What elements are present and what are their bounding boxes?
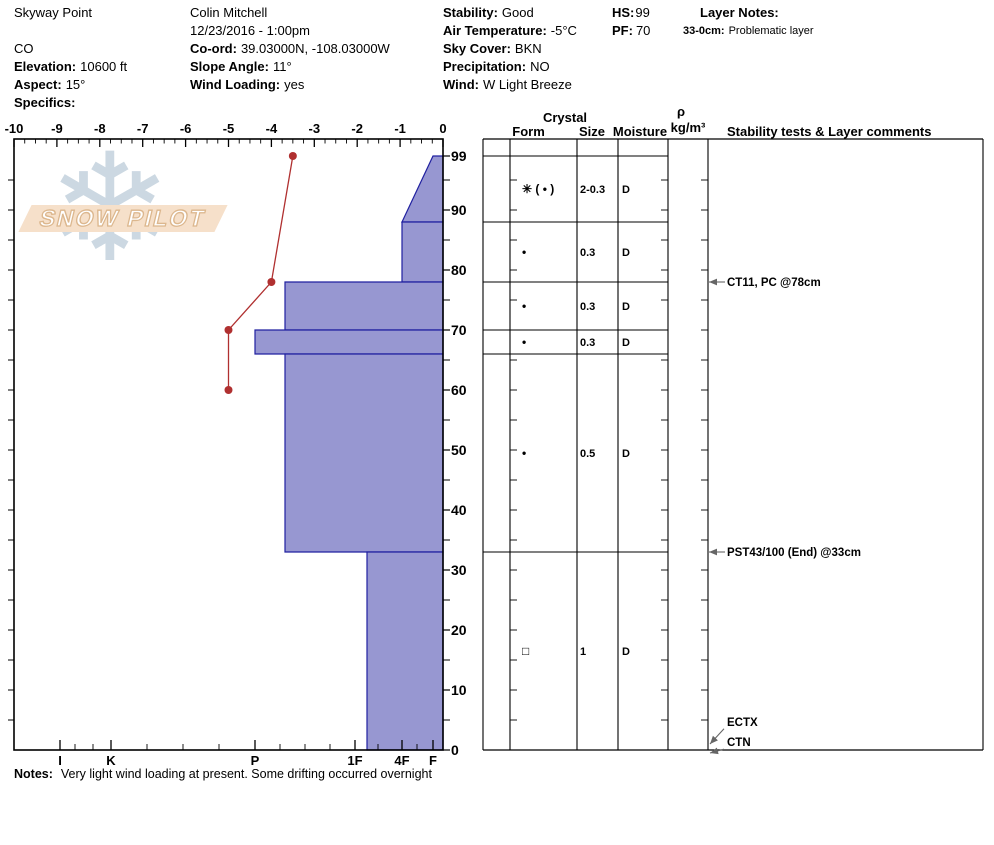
svg-text:50: 50 — [451, 442, 467, 458]
svg-text:0.3: 0.3 — [580, 247, 595, 259]
density-rho-header: ρ — [676, 104, 686, 119]
svg-text:-2: -2 — [351, 121, 363, 136]
stability-comments: CT11, PC @78cm PST43/100 (End) @33cm ECTX C… — [709, 277, 861, 755]
svg-text:70: 70 — [451, 322, 467, 338]
site-aspect: Aspect: 15° — [14, 77, 86, 92]
observation-date: 12/23/2016 - 1:00pm — [190, 23, 310, 38]
svg-text:-7: -7 — [137, 121, 149, 136]
layer-bar — [366, 551, 444, 751]
stability: Stability: Good — [443, 5, 534, 20]
svg-text:-4: -4 — [266, 121, 278, 136]
layer-bar — [284, 353, 444, 553]
observer-name: Colin Mitchell — [190, 5, 268, 20]
snowpilot-watermark: ❄ SNOW PILOT — [18, 134, 228, 300]
svg-text:0: 0 — [451, 742, 459, 758]
svg-text:-3: -3 — [309, 121, 321, 136]
footer-notes: Notes: Very light wind loading at present… — [14, 767, 432, 781]
layer-bar — [401, 155, 444, 223]
svg-text:K: K — [106, 753, 116, 768]
svg-text:40: 40 — [451, 502, 467, 518]
svg-text:•: • — [522, 335, 526, 349]
hardness-bars — [254, 155, 444, 751]
svg-text:D: D — [622, 646, 630, 658]
svg-text:•: • — [522, 299, 526, 313]
svg-text:80: 80 — [451, 262, 467, 278]
layer-bar — [284, 281, 444, 331]
svg-text:2-0.3: 2-0.3 — [580, 184, 605, 196]
form-header: Form — [512, 124, 545, 139]
svg-text:10: 10 — [451, 682, 467, 698]
snow-height-hs: HS:99 — [612, 5, 650, 20]
svg-text:60: 60 — [451, 382, 467, 398]
svg-text:PST43/100 (End) @33cm: PST43/100 (End) @33cm — [727, 547, 861, 559]
moisture-header: Moisture — [612, 124, 668, 139]
wind-loading: Wind Loading: yes — [190, 77, 305, 92]
svg-text:I: I — [58, 753, 62, 768]
air-temperature: Air Temperature: -5°C — [443, 23, 577, 38]
svg-text:4F: 4F — [394, 753, 409, 768]
svg-text:-9: -9 — [51, 121, 63, 136]
svg-text:0.3: 0.3 — [580, 301, 595, 313]
temp-point — [224, 326, 233, 334]
layer-notes-title: Layer Notes: — [700, 5, 779, 20]
svg-text:90: 90 — [451, 202, 467, 218]
svg-text:20: 20 — [451, 622, 467, 638]
crystal-header: Crystal — [542, 110, 588, 125]
svg-text:D: D — [622, 247, 630, 259]
svg-text:D: D — [622, 184, 630, 196]
svg-text:D: D — [622, 301, 630, 313]
svg-text:30: 30 — [451, 562, 467, 578]
site-elevation: Elevation: 10600 ft — [14, 59, 128, 74]
svg-text:D: D — [622, 337, 630, 349]
density-units: kg/m³ — [670, 120, 706, 135]
svg-text:-10: -10 — [5, 121, 24, 136]
svg-text:-1: -1 — [394, 121, 406, 136]
slope-angle: Slope Angle: 11° — [190, 59, 292, 74]
size-header: Size — [578, 124, 605, 139]
svg-text:99: 99 — [451, 148, 467, 164]
site-specifics: Specifics: — [14, 95, 76, 110]
temp-point — [288, 152, 297, 160]
temp-point — [224, 386, 233, 394]
pit-foot-pf: PF: 70 — [612, 23, 651, 38]
svg-text:0.3: 0.3 — [580, 337, 595, 349]
svg-text:D: D — [622, 448, 630, 460]
notes-text: Very light wind loading at present. Some… — [60, 767, 432, 781]
site-state: CO — [14, 41, 34, 56]
wind: Wind: W Light Breeze — [443, 77, 572, 92]
svg-text:-6: -6 — [180, 121, 192, 136]
comments-header: Stability tests & Layer comments — [727, 124, 932, 139]
svg-text:-8: -8 — [94, 121, 106, 136]
svg-text:P: P — [251, 753, 260, 768]
svg-text:✳ ( • ): ✳ ( • ) — [522, 182, 554, 196]
svg-text:1F: 1F — [347, 753, 362, 768]
temperature-profile — [224, 152, 297, 394]
svg-text:-5: -5 — [223, 121, 235, 136]
precipitation: Precipitation: NO — [443, 59, 550, 74]
coordinates: Co-ord: 39.03000N, -108.03000W — [190, 41, 390, 56]
layer-bar — [401, 221, 444, 283]
svg-text:0: 0 — [439, 121, 446, 136]
svg-text:1: 1 — [580, 646, 586, 658]
sky-cover: Sky Cover: BKN — [443, 41, 542, 56]
svg-text:□: □ — [522, 644, 529, 658]
notes-label: Notes: — [14, 767, 53, 781]
svg-text:ECTX: ECTX — [727, 717, 758, 729]
layer-note-item: 33-0cm: Problematic layer — [683, 25, 814, 37]
layer-bar — [254, 329, 444, 355]
layer-table-grid: ✳ ( • ) 2-0.3 D • 0.3 D • 0.3 D • 0.3 D • 0.5 D □ 1 D — [482, 138, 984, 751]
svg-text:F: F — [429, 753, 437, 768]
plot-axes: -10 -9 -8 -7 -6 -5 -4 -3 -2 -1 0I K P 1F 4F F9990807060… — [5, 121, 467, 768]
site-name: Skyway Point — [14, 5, 93, 20]
svg-text:0.5: 0.5 — [580, 448, 595, 460]
svg-text:CTN: CTN — [727, 737, 751, 749]
svg-text:CT11, PC @78cm: CT11, PC @78cm — [727, 277, 821, 289]
svg-text:•: • — [522, 446, 526, 460]
temp-point — [267, 278, 276, 286]
svg-text:•: • — [522, 245, 526, 259]
